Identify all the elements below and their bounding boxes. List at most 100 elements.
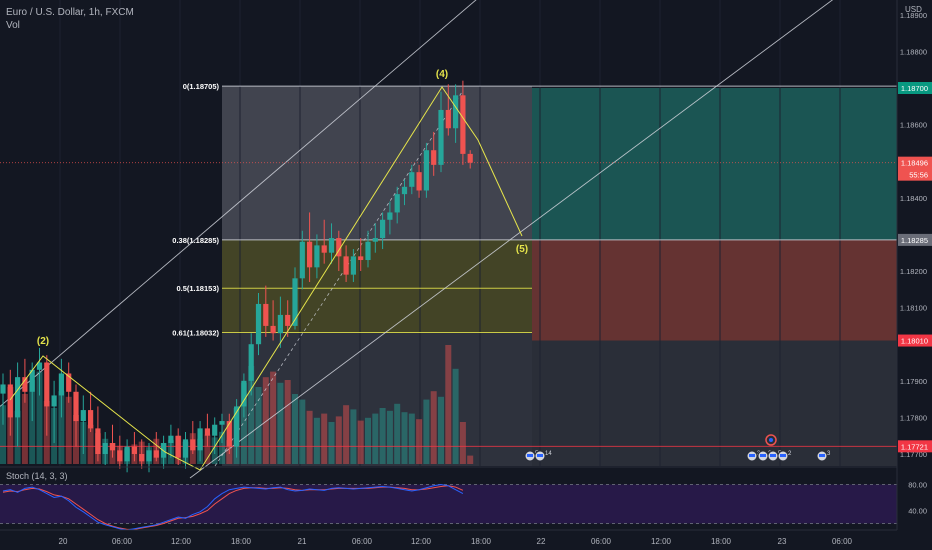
candle-body xyxy=(51,395,57,407)
candle-body xyxy=(372,238,378,242)
fib-level-label: 0(1.18705) xyxy=(183,82,220,91)
candle[interactable] xyxy=(139,439,145,469)
channel-lower-line[interactable] xyxy=(189,0,835,479)
channel-upper-line[interactable] xyxy=(0,0,600,407)
candle-body xyxy=(423,150,429,191)
event-badge[interactable]: 2 xyxy=(777,450,792,462)
candle[interactable] xyxy=(409,164,415,195)
candle[interactable] xyxy=(380,212,386,250)
candle[interactable] xyxy=(73,384,79,447)
price-tag[interactable] xyxy=(898,82,932,94)
candle[interactable] xyxy=(438,91,444,173)
last-price-tag[interactable] xyxy=(898,156,932,181)
candle[interactable] xyxy=(299,230,305,290)
price-tag[interactable] xyxy=(898,440,932,453)
candle[interactable] xyxy=(190,421,196,454)
candle-body xyxy=(44,362,50,407)
candle[interactable] xyxy=(109,424,116,458)
stoch-k-line[interactable] xyxy=(2,483,464,531)
candle[interactable] xyxy=(66,362,72,403)
candle[interactable] xyxy=(365,230,371,268)
event-count: 3 xyxy=(827,451,831,457)
candle[interactable] xyxy=(95,406,101,462)
target-zone[interactable] xyxy=(532,88,897,240)
candle[interactable] xyxy=(270,300,276,341)
wave-label[interactable]: (2) xyxy=(37,336,49,347)
candle[interactable] xyxy=(416,164,422,198)
volume-bar xyxy=(65,396,72,464)
candle[interactable] xyxy=(358,238,364,271)
volume-bar xyxy=(459,422,466,464)
volume-bar xyxy=(357,420,364,464)
candle[interactable] xyxy=(241,373,247,418)
price-tick-label: 1.18100 xyxy=(900,304,927,313)
candle[interactable] xyxy=(131,432,137,462)
candle[interactable] xyxy=(88,391,94,433)
channel-median-line[interactable] xyxy=(214,91,463,467)
price-tag[interactable] xyxy=(898,233,932,246)
candle[interactable] xyxy=(394,186,400,224)
candle[interactable] xyxy=(372,223,378,253)
candle-body xyxy=(387,212,393,220)
candle[interactable] xyxy=(44,355,50,436)
candle[interactable] xyxy=(0,373,6,425)
candle[interactable] xyxy=(197,421,203,462)
candle[interactable] xyxy=(212,417,218,454)
candle[interactable] xyxy=(321,219,327,264)
candle[interactable] xyxy=(80,395,86,454)
candle[interactable] xyxy=(328,223,335,264)
flag-stripe-icon xyxy=(527,454,533,457)
candle[interactable] xyxy=(29,362,35,422)
candle[interactable] xyxy=(314,234,320,279)
candle[interactable] xyxy=(467,150,473,169)
candle[interactable] xyxy=(226,413,232,454)
stochastic-label[interactable]: Stoch (14, 3, 3) xyxy=(6,471,68,481)
candle[interactable] xyxy=(453,84,459,143)
alert-icon[interactable] xyxy=(765,434,777,446)
candle[interactable] xyxy=(343,245,349,282)
candle[interactable] xyxy=(204,413,210,447)
price-tag[interactable] xyxy=(898,334,932,347)
candle[interactable] xyxy=(234,399,240,458)
time-axis[interactable] xyxy=(0,530,932,550)
symbol-label[interactable]: Euro / U.S. Dollar, 1h, FXCM xyxy=(6,7,134,18)
candle-body xyxy=(438,109,444,165)
candle-body xyxy=(277,314,283,334)
candle[interactable] xyxy=(102,432,108,465)
event-badge[interactable]: 3 xyxy=(816,450,831,462)
candle[interactable] xyxy=(350,249,356,282)
candle[interactable] xyxy=(15,362,21,447)
candle[interactable] xyxy=(153,432,159,462)
candle[interactable] xyxy=(387,201,393,235)
candle[interactable] xyxy=(431,131,437,176)
elliott-wave-path[interactable] xyxy=(9,86,523,471)
candle-body xyxy=(131,446,137,454)
candle[interactable] xyxy=(401,179,408,206)
event-badge[interactable]: 14 xyxy=(534,450,552,462)
wave-label[interactable]: (4) xyxy=(436,69,448,80)
candle[interactable] xyxy=(168,424,174,458)
candle[interactable] xyxy=(263,285,269,337)
candle[interactable] xyxy=(248,333,254,396)
candle[interactable] xyxy=(277,296,283,348)
candle[interactable] xyxy=(36,347,43,396)
candle[interactable] xyxy=(58,358,64,418)
candle[interactable] xyxy=(460,80,466,165)
candle-body xyxy=(7,384,13,418)
flag-stripe-icon xyxy=(770,454,776,457)
volume-label[interactable]: Vol xyxy=(6,20,20,31)
volume-bar xyxy=(379,408,386,464)
candle-body xyxy=(299,241,305,279)
stop-zone[interactable] xyxy=(532,239,897,341)
candle[interactable] xyxy=(423,142,429,198)
candle-body xyxy=(460,95,466,154)
candle[interactable] xyxy=(307,212,313,282)
candle[interactable] xyxy=(117,435,123,469)
candle[interactable] xyxy=(219,413,225,444)
wave-label[interactable]: (5) xyxy=(516,244,528,255)
candle[interactable] xyxy=(445,84,451,136)
candle[interactable] xyxy=(7,369,13,436)
candle[interactable] xyxy=(51,380,57,444)
candle[interactable] xyxy=(255,292,262,356)
